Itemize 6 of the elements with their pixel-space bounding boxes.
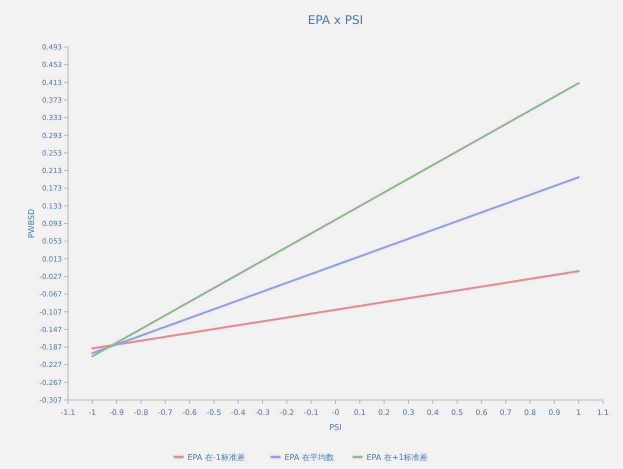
chart-title: EPA x PSI — [308, 13, 364, 27]
legend-label: EPA 在-1标准差 — [188, 453, 245, 462]
x-axis-title: PSI — [329, 423, 342, 432]
legend-label: EPA 在+1标准差 — [366, 453, 428, 462]
legend-label: EPA 在平均数 — [284, 453, 334, 462]
y-axis-title: PWBSD — [27, 208, 36, 238]
